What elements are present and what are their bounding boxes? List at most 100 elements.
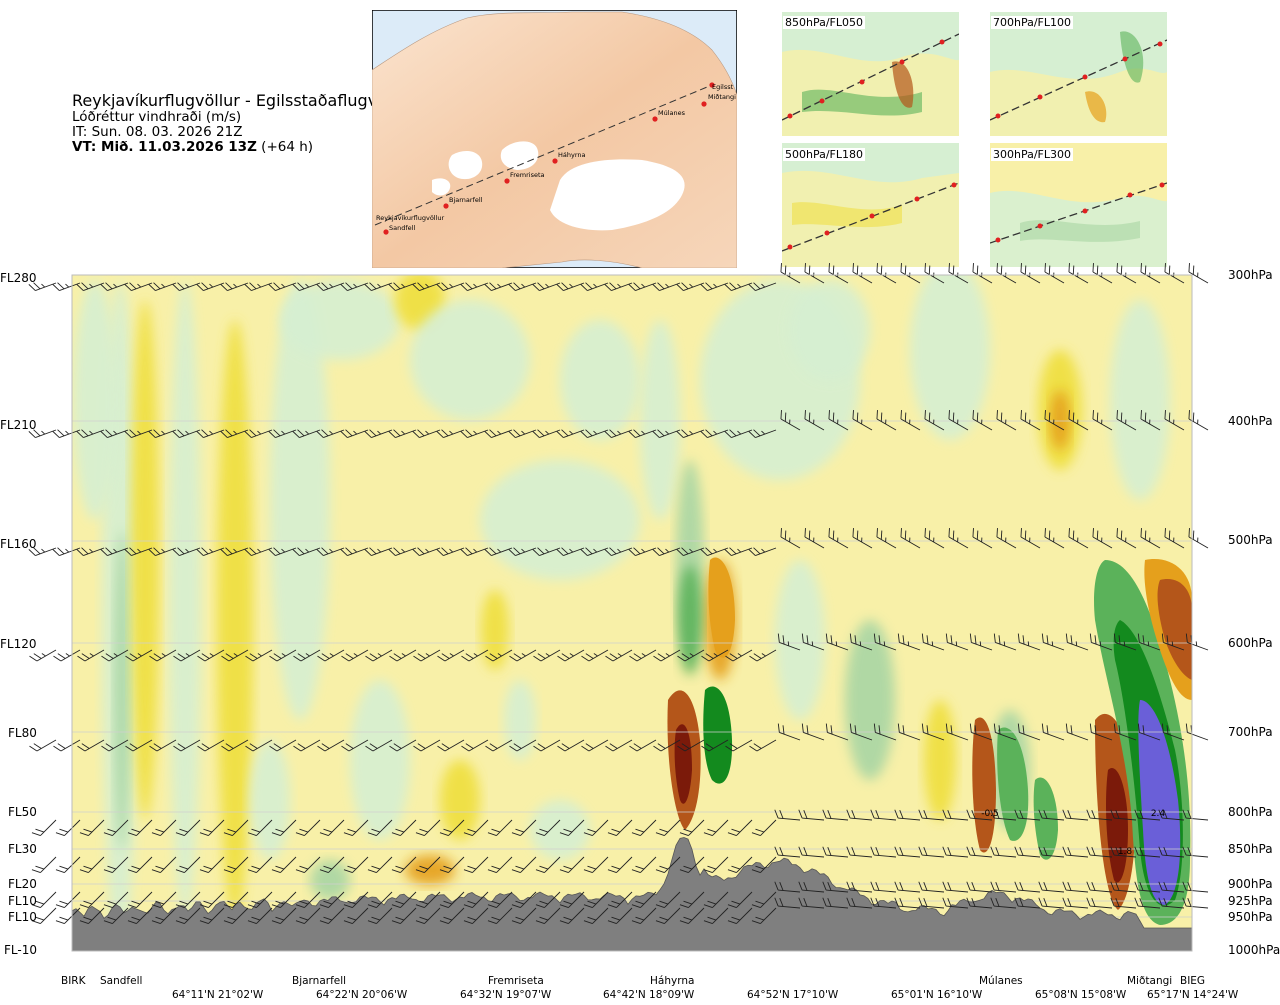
barb-flag bbox=[822, 881, 827, 891]
barb-flag bbox=[931, 641, 934, 646]
barb-flag bbox=[535, 869, 545, 873]
updraft-midtangi-core bbox=[1138, 700, 1181, 905]
barb-flag bbox=[41, 653, 46, 657]
barb-shaft bbox=[1020, 536, 1041, 549]
barb-flag bbox=[449, 283, 454, 288]
wind-barb-252 bbox=[199, 819, 225, 836]
barb-flag bbox=[803, 847, 808, 856]
wind-barb-106 bbox=[220, 547, 249, 556]
barb-flag bbox=[151, 920, 161, 924]
barb-flag bbox=[774, 881, 779, 891]
barb-flag bbox=[899, 847, 904, 856]
barb-shaft bbox=[659, 547, 681, 556]
barb-flag bbox=[323, 865, 333, 870]
field-blob-33 bbox=[405, 855, 455, 885]
barb-shaft bbox=[760, 856, 777, 873]
barb-flag bbox=[127, 904, 137, 908]
barb-flag bbox=[782, 635, 785, 645]
barb-flag bbox=[561, 547, 569, 555]
wind-barb-75 bbox=[652, 429, 681, 438]
route-map: Egilsst Miðtangi Múlanes Háhyrna Fremris… bbox=[372, 10, 737, 268]
barb-flag bbox=[377, 653, 382, 657]
barb-flag bbox=[321, 282, 329, 290]
wind-barb-391 bbox=[1182, 881, 1209, 893]
barb-flag bbox=[1048, 412, 1051, 422]
barb-flag bbox=[497, 283, 502, 288]
barb-shaft bbox=[280, 891, 297, 908]
barb-flag bbox=[971, 847, 976, 856]
barb-shaft bbox=[300, 649, 321, 662]
barb-flag bbox=[1110, 897, 1115, 907]
barb-flag bbox=[779, 898, 784, 907]
wind-barb-149 bbox=[77, 649, 105, 662]
barb-shaft bbox=[568, 819, 585, 836]
barb-flag bbox=[1092, 263, 1094, 273]
barb-flag bbox=[319, 869, 329, 873]
barb-shaft bbox=[88, 891, 105, 908]
wind-barb-134 bbox=[900, 528, 921, 549]
barb-flag bbox=[203, 916, 213, 921]
wind-barb-202 bbox=[173, 739, 201, 752]
barb-flag bbox=[179, 900, 189, 905]
wind-barb-240 bbox=[1089, 723, 1113, 741]
barb-shaft bbox=[707, 282, 729, 291]
wind-barb-357 bbox=[367, 891, 393, 908]
barb-shaft bbox=[448, 907, 465, 924]
barb-flag bbox=[129, 547, 137, 555]
barb-flag bbox=[1134, 881, 1139, 891]
barb-shaft bbox=[372, 739, 393, 752]
barb-flag bbox=[491, 900, 501, 905]
wind-barb-408 bbox=[415, 907, 441, 924]
barb-flag bbox=[203, 865, 213, 870]
barb-flag bbox=[689, 548, 694, 553]
hpa-label-900: 900hPa bbox=[1228, 877, 1273, 891]
map-glacier-small-1 bbox=[500, 141, 539, 170]
barb-shaft bbox=[492, 649, 513, 662]
barb-shaft bbox=[802, 817, 825, 821]
barb-shaft bbox=[946, 854, 969, 858]
barb-flag bbox=[364, 431, 372, 438]
barb-flag bbox=[57, 743, 66, 749]
barb-shaft bbox=[40, 907, 57, 924]
barb-flag bbox=[124, 284, 132, 291]
barb-shaft bbox=[496, 856, 513, 873]
wind-barb-74 bbox=[628, 429, 657, 438]
wind-barb-167 bbox=[509, 649, 537, 662]
barb-flag bbox=[103, 832, 113, 836]
barb-flag bbox=[1134, 846, 1139, 856]
wind-barb-336 bbox=[1038, 846, 1065, 858]
barb-flag bbox=[177, 547, 185, 555]
wind-barb-435 bbox=[1062, 897, 1089, 909]
barb-flag bbox=[415, 904, 425, 908]
barb-flag bbox=[808, 412, 811, 422]
barb-flag bbox=[1077, 419, 1079, 425]
wind-barb-389 bbox=[1134, 881, 1161, 893]
barb-shaft bbox=[688, 891, 705, 908]
wind-barb-152 bbox=[149, 649, 177, 662]
barb-shaft bbox=[1186, 905, 1209, 909]
barb-flag bbox=[175, 904, 185, 908]
barb-shaft bbox=[112, 819, 129, 836]
hpa-label-500: 500hPa bbox=[1228, 533, 1273, 547]
barb-flag bbox=[155, 916, 165, 921]
barb-flag bbox=[89, 548, 94, 553]
barb-flag bbox=[928, 530, 931, 540]
barb-flag bbox=[921, 633, 924, 643]
barb-flag bbox=[774, 809, 779, 819]
barb-shaft bbox=[778, 817, 801, 821]
wind-barb-8 bbox=[220, 282, 249, 291]
wind-barb-166 bbox=[485, 649, 513, 662]
wind-barb-272 bbox=[679, 819, 705, 836]
barb-flag bbox=[705, 429, 713, 437]
barb-shaft bbox=[994, 854, 1017, 858]
wind-barb-388 bbox=[1110, 881, 1137, 893]
wind-barb-79 bbox=[748, 429, 777, 438]
barb-flag bbox=[305, 653, 310, 657]
barb-flag bbox=[998, 635, 1001, 645]
barb-flag bbox=[966, 881, 971, 891]
barb-flag bbox=[851, 898, 856, 907]
wind-barb-432 bbox=[990, 897, 1017, 909]
barb-flag bbox=[787, 641, 790, 646]
barb-flag bbox=[537, 282, 545, 290]
wind-barb-288 bbox=[1062, 809, 1089, 821]
